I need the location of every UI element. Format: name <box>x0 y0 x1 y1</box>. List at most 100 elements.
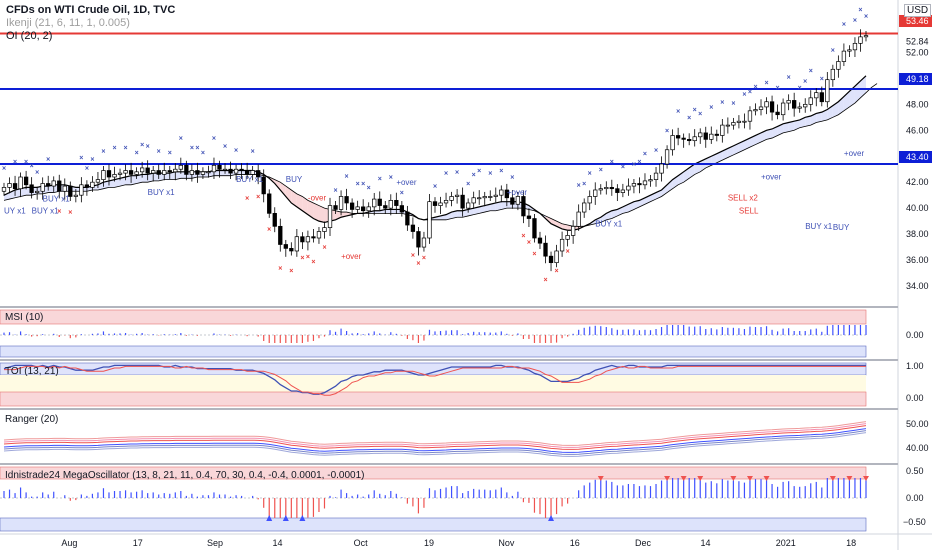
cross-marker: × <box>654 147 658 154</box>
candle <box>438 196 443 214</box>
cloud-segment <box>346 212 353 216</box>
indicator-ikenji-label[interactable]: Ikenji (21, 6, 11, 1, 0.005) <box>6 17 130 29</box>
cross-marker: × <box>411 252 415 259</box>
candle-body <box>7 183 12 188</box>
cross-marker: × <box>621 164 625 171</box>
cloud-segment <box>788 121 795 132</box>
cross-marker: × <box>599 167 603 174</box>
toi-pane-title[interactable]: TOI (13, 21) <box>5 366 59 377</box>
candle-body <box>361 206 366 212</box>
cross-marker: × <box>742 92 746 99</box>
cross-marker: × <box>223 143 227 150</box>
ranger-line <box>3 421 867 446</box>
candle <box>29 177 34 199</box>
mega-axis-pos: 0.50 <box>906 466 924 476</box>
cross-marker: × <box>311 259 315 266</box>
cross-marker: × <box>610 159 614 166</box>
mega-pane-title[interactable]: Idnistrade24 MegaOscillator (13, 8, 21, … <box>5 470 365 481</box>
candle <box>615 184 620 202</box>
candle-body <box>764 101 769 108</box>
candle <box>18 172 23 198</box>
price-tick-label: 48.00 <box>906 99 929 109</box>
candle-body <box>609 187 614 190</box>
candle-body <box>725 124 731 127</box>
candle-body <box>819 92 824 103</box>
cross-marker: × <box>510 175 514 182</box>
candle <box>714 129 719 142</box>
cross-marker: × <box>79 155 83 162</box>
mega-top-marker <box>829 476 836 481</box>
mega-bottom-marker <box>282 515 289 521</box>
toi-signal-line <box>4 365 866 396</box>
cross-marker: × <box>212 136 216 143</box>
candle-body <box>244 170 250 175</box>
cloud-segment <box>125 175 132 185</box>
cross-marker: × <box>776 85 780 92</box>
cross-marker: × <box>582 181 586 188</box>
cloud-segment <box>390 209 397 214</box>
candle-body <box>12 183 18 190</box>
cross-marker: × <box>378 176 382 183</box>
cloud-segment <box>379 209 386 214</box>
cross-marker: × <box>306 254 310 261</box>
currency-badge[interactable]: USD <box>904 4 932 17</box>
candle <box>51 176 56 192</box>
candle-body <box>300 236 305 243</box>
candle-body <box>642 180 648 186</box>
candle-body <box>250 170 255 175</box>
candle-body <box>664 149 670 165</box>
candle <box>383 201 388 214</box>
candle-body <box>228 168 233 174</box>
candle-body <box>836 61 841 70</box>
level-tag-mid: 49.18 <box>899 73 932 85</box>
cloud-segment <box>716 151 723 163</box>
cross-marker: × <box>488 171 492 178</box>
time-tick-label: Dec <box>635 538 652 548</box>
cloud-segment <box>805 116 811 127</box>
price-tick-label: 40.00 <box>906 203 929 213</box>
msi-pane-title[interactable]: MSI (10) <box>5 312 44 323</box>
mega-histogram <box>3 476 869 521</box>
candle <box>316 226 322 244</box>
candle <box>244 162 250 179</box>
time-tick-label: 17 <box>133 538 143 548</box>
cross-marker: × <box>444 171 448 178</box>
cloud-segment <box>307 200 314 219</box>
ranger-pane-title[interactable]: Ranger (20) <box>5 414 59 425</box>
candle <box>222 163 228 174</box>
candle-body <box>775 111 780 116</box>
candle-body <box>79 184 84 196</box>
candle <box>797 102 802 113</box>
candle <box>283 239 288 257</box>
candle-body <box>151 170 156 174</box>
candle-body <box>742 120 747 123</box>
candle <box>852 37 858 57</box>
indicator-oi-label[interactable]: OI (20, 2) <box>6 30 53 42</box>
cloud-segment <box>274 179 281 190</box>
candle <box>460 187 465 217</box>
cross-marker: × <box>858 7 862 14</box>
cloud-segment <box>495 201 502 211</box>
candle <box>405 205 410 231</box>
candle-body <box>311 236 316 239</box>
candle-body <box>471 197 476 204</box>
mega-top-marker <box>846 476 853 481</box>
candle-body <box>355 206 360 210</box>
candle <box>355 200 360 214</box>
candle-body <box>432 201 438 206</box>
candle <box>421 231 427 252</box>
time-tick-label: 14 <box>700 538 710 548</box>
candle <box>128 162 134 183</box>
cross-marker: × <box>527 239 531 246</box>
candle-body <box>173 168 178 173</box>
candle-body <box>366 206 371 212</box>
candle <box>377 191 382 211</box>
cross-marker: × <box>643 151 647 158</box>
cross-marker: × <box>433 184 437 191</box>
time-tick-label: Oct <box>354 538 369 548</box>
candle-body <box>681 137 686 140</box>
cross-marker: × <box>46 156 50 163</box>
candle-body <box>460 194 465 209</box>
price-axis-background[interactable] <box>898 0 932 550</box>
